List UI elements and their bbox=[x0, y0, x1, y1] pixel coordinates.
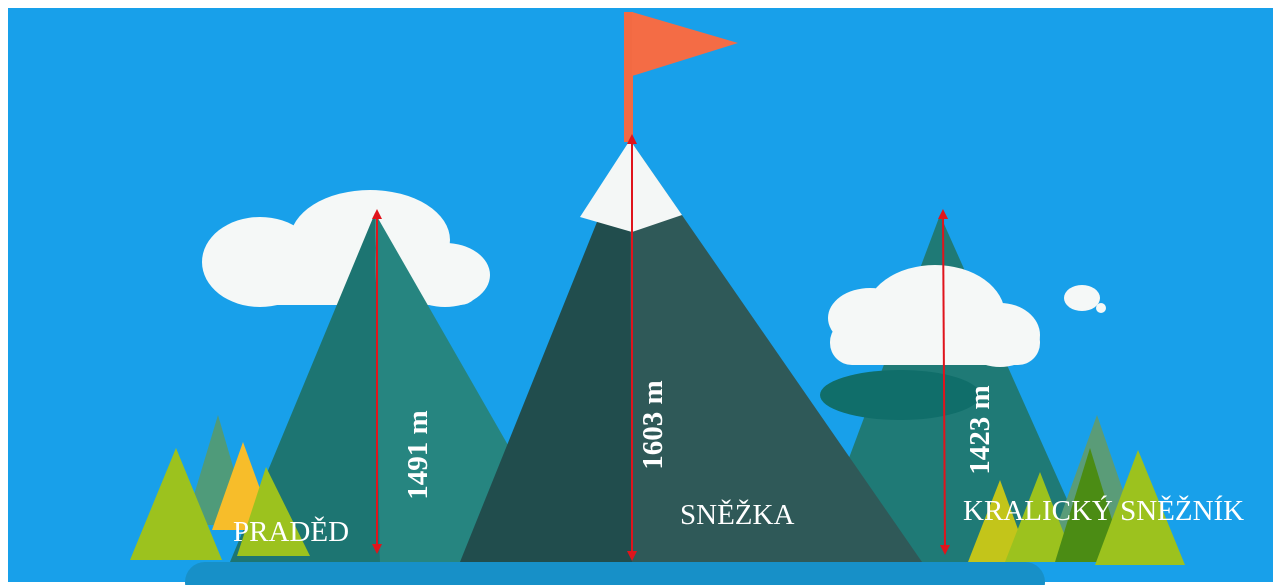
ground bbox=[185, 562, 1045, 585]
peak-name: KRALICKÝ SNĚŽNÍK bbox=[963, 494, 1244, 527]
mountain-middle-light bbox=[630, 140, 922, 562]
peak-name: SNĚŽKA bbox=[680, 498, 794, 531]
height-label: 1603 m bbox=[637, 380, 669, 469]
flag bbox=[632, 12, 738, 76]
tree bbox=[237, 467, 310, 556]
height-label: 1491 m bbox=[402, 410, 434, 499]
cloud-left bbox=[202, 190, 490, 307]
cloud-right bbox=[828, 265, 1106, 367]
height-arrow bbox=[938, 209, 950, 555]
tree bbox=[1095, 450, 1185, 565]
flag-pole bbox=[624, 12, 633, 142]
mountain-middle bbox=[460, 140, 632, 562]
peak-name: PRADĚD bbox=[233, 515, 349, 548]
height-label: 1423 m bbox=[964, 385, 996, 474]
shadow bbox=[820, 370, 980, 420]
tree bbox=[130, 448, 222, 560]
tree bbox=[1005, 472, 1075, 562]
